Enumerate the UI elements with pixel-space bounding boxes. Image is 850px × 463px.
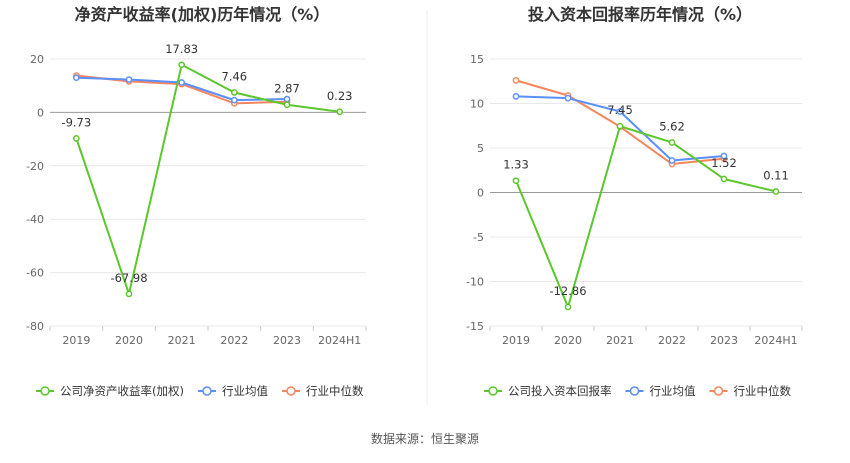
roic-x-tick-label: 2019 (502, 334, 530, 347)
roic-legend-label-company: 公司投入资本回报率 (508, 384, 612, 398)
roe-point-avg (230, 96, 238, 104)
roe-x-tick-label: 2021 (168, 334, 196, 347)
roe-data-label: 0.23 (327, 89, 353, 103)
source-note: 数据来源：恒生聚源 (371, 431, 479, 446)
roic-chart-title: 投入资本回报率历年情况（%） (528, 5, 752, 24)
roe-data-label: -67.98 (110, 271, 147, 285)
roic-point-company (512, 177, 520, 185)
roe-point-avg (178, 79, 186, 86)
roic-x-tick-label: 2020 (554, 334, 582, 347)
roic-point-avg (564, 94, 572, 102)
roic-legend-marker-avg (629, 386, 640, 396)
roic-point-avg (512, 93, 520, 100)
roic-point-avg (720, 152, 728, 160)
roe-legend-label-avg: 行业均值 (222, 384, 268, 398)
roic-legend-marker-company (488, 386, 498, 396)
roe-point-company (178, 61, 186, 69)
roic-x-tick-label: 2024H1 (754, 334, 797, 347)
roic-point-company (564, 303, 572, 311)
roe-point-company (125, 290, 133, 298)
roe-data-label: -9.73 (61, 115, 91, 129)
roe-legend-label-median: 行业中位数 (306, 384, 364, 398)
roic-y-tick-label: -10 (466, 276, 484, 289)
roic-y-tick-label: 5 (477, 142, 484, 155)
roic-point-avg (616, 108, 624, 115)
roic-legend-label-median: 行业中位数 (734, 384, 792, 398)
roic-data-label: 7.45 (607, 103, 633, 117)
roic-data-label: -12.86 (549, 284, 586, 298)
roe-y-tick-label: -20 (26, 160, 44, 173)
roe-x-tick-label: 2022 (220, 334, 248, 347)
roe-y-tick-label: -60 (26, 267, 44, 280)
roic-series-line-median (515, 79, 725, 166)
roe-y-tick-label: 0 (37, 106, 44, 119)
roic-data-label: 5.62 (659, 119, 685, 133)
roe-x-tick-label: 2024H1 (318, 334, 361, 347)
roic-y-tick-label: 15 (470, 53, 484, 66)
roic-y-tick-label: -15 (466, 320, 484, 333)
roic-y-tick-label: 0 (477, 187, 484, 200)
roe-data-label: 7.46 (222, 69, 248, 83)
roe-series-line-company (75, 63, 340, 295)
roic-x-tick-label: 2023 (710, 334, 738, 347)
roe-y-tick-label: -40 (26, 213, 44, 226)
roic-point-median (512, 77, 520, 84)
roe-legend-marker-company (40, 386, 50, 396)
roe-data-label: 2.87 (274, 82, 300, 96)
roe-point-avg (125, 76, 133, 83)
roe-chart-title: 净资产收益率(加权)历年情况（%） (75, 5, 330, 24)
roe-y-tick-label: -80 (26, 320, 44, 333)
roe-point-avg (72, 74, 80, 82)
roic-point-company (720, 175, 728, 183)
roe-x-tick-label: 2023 (273, 334, 301, 347)
roic-y-tick-label: -5 (473, 231, 484, 244)
roe-x-tick-label: 2019 (62, 334, 90, 347)
roic-data-label: 0.11 (763, 169, 789, 183)
roe-point-company (283, 101, 291, 109)
roe-point-company (72, 135, 80, 142)
roic-data-label: 1.52 (711, 156, 737, 170)
roic-x-tick-label: 2022 (658, 334, 686, 347)
roe-legend-marker-median (286, 386, 296, 396)
roe-legend-marker-avg (202, 386, 212, 396)
roe-point-company (230, 89, 238, 96)
roe-point-company (336, 108, 344, 116)
roic-x-tick-label: 2021 (606, 334, 634, 347)
roic-data-label: 1.33 (503, 158, 529, 172)
roic-point-company (668, 139, 676, 146)
roic-point-avg (668, 157, 676, 164)
roe-x-tick-label: 2020 (115, 334, 143, 347)
roe-data-label: 17.83 (165, 42, 198, 56)
roe-point-avg (283, 95, 291, 103)
roic-y-tick-label: 10 (470, 98, 484, 111)
roe-legend-label-company: 公司净资产收益率(加权) (60, 384, 184, 398)
roic-point-company (616, 122, 624, 130)
roe-y-tick-label: 20 (30, 53, 44, 66)
roic-series-line-company (515, 125, 777, 308)
roic-point-company (772, 188, 780, 195)
roic-legend-marker-median (713, 386, 724, 396)
roic-legend-label-avg: 行业均值 (650, 384, 696, 398)
